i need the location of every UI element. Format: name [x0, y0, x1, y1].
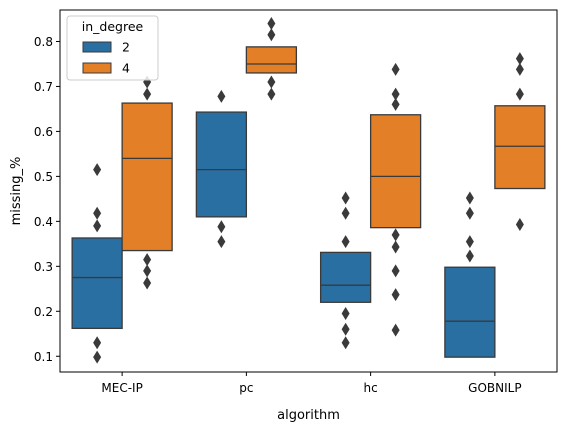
- outlier-point: [341, 191, 350, 205]
- outlier-point: [391, 228, 400, 242]
- outlier-point: [391, 240, 400, 254]
- plot-layer: [71, 16, 546, 364]
- outlier-point: [341, 307, 350, 321]
- x-tick-label: hc: [364, 381, 378, 395]
- box-4-pc: [245, 46, 298, 74]
- y-tick-label: 0.3: [34, 260, 53, 274]
- outlier-point: [93, 206, 102, 220]
- outlier-point: [341, 322, 350, 336]
- plot-frame: [59, 9, 558, 373]
- box-2-hc: [319, 251, 372, 303]
- y-tick-label: 0.2: [34, 305, 53, 319]
- x-axis: MEC-IP pc hc GOBNILP: [101, 372, 522, 395]
- outlier-point: [465, 235, 474, 249]
- y-tick-label: 0.4: [34, 215, 53, 229]
- outlier-point: [267, 75, 276, 89]
- box-2-MEC-IP: [71, 237, 123, 330]
- legend-swatch-4: [82, 62, 112, 74]
- outlier-point: [93, 219, 102, 233]
- outlier-point: [465, 249, 474, 263]
- y-tick-label: 0.8: [34, 35, 53, 49]
- outlier-point: [341, 206, 350, 220]
- y-tick-label: 0.7: [34, 80, 53, 94]
- outlier-point: [267, 87, 276, 101]
- y-axis-label: missing_%: [9, 157, 24, 226]
- outlier-point: [515, 62, 524, 76]
- x-tick-label: MEC-IP: [101, 381, 142, 395]
- y-tick-label: 0.1: [34, 350, 53, 364]
- outlier-point: [391, 323, 400, 337]
- legend-items: 24: [82, 40, 130, 76]
- outlier-point: [391, 87, 400, 101]
- outlier-point: [143, 87, 152, 101]
- outlier-point: [391, 62, 400, 76]
- outlier-point: [341, 235, 350, 249]
- box-4-hc: [369, 114, 422, 229]
- legend-label: 4: [122, 61, 130, 76]
- outlier-point: [217, 235, 226, 249]
- outlier-point: [391, 288, 400, 302]
- outlier-point: [143, 264, 152, 278]
- outlier-point: [93, 350, 102, 364]
- y-axis: 0.1 0.2 0.3 0.4 0.5 0.6 0.7 0.8: [34, 35, 60, 364]
- outlier-point: [267, 16, 276, 30]
- box-4-GOBNILP: [494, 105, 546, 190]
- box-2-GOBNILP: [444, 266, 496, 358]
- outlier-point: [143, 276, 152, 290]
- outlier-point: [515, 218, 524, 232]
- outlier-point: [143, 253, 152, 267]
- box-4-MEC-IP: [121, 102, 173, 252]
- x-tick-label: pc: [239, 381, 253, 395]
- legend-label: 2: [122, 40, 130, 55]
- box-2-pc: [195, 111, 248, 218]
- outlier-point: [267, 28, 276, 42]
- outlier-point: [93, 336, 102, 350]
- legend-title: in_degree: [82, 19, 144, 34]
- outlier-point: [515, 52, 524, 66]
- y-tick-label: 0.5: [34, 170, 53, 184]
- outlier-point: [217, 89, 226, 103]
- outlier-point: [93, 163, 102, 177]
- x-tick-label: GOBNILP: [468, 381, 521, 395]
- legend: in_degree 24: [66, 15, 159, 81]
- outlier-point: [391, 264, 400, 278]
- outlier-point: [391, 97, 400, 111]
- outlier-point: [515, 87, 524, 101]
- legend-swatch-2: [82, 41, 112, 53]
- outlier-point: [465, 191, 474, 205]
- y-tick-label: 0.6: [34, 125, 53, 139]
- outlier-point: [217, 220, 226, 234]
- x-axis-label: algorithm: [277, 408, 340, 423]
- outlier-point: [341, 336, 350, 350]
- outlier-point: [465, 206, 474, 220]
